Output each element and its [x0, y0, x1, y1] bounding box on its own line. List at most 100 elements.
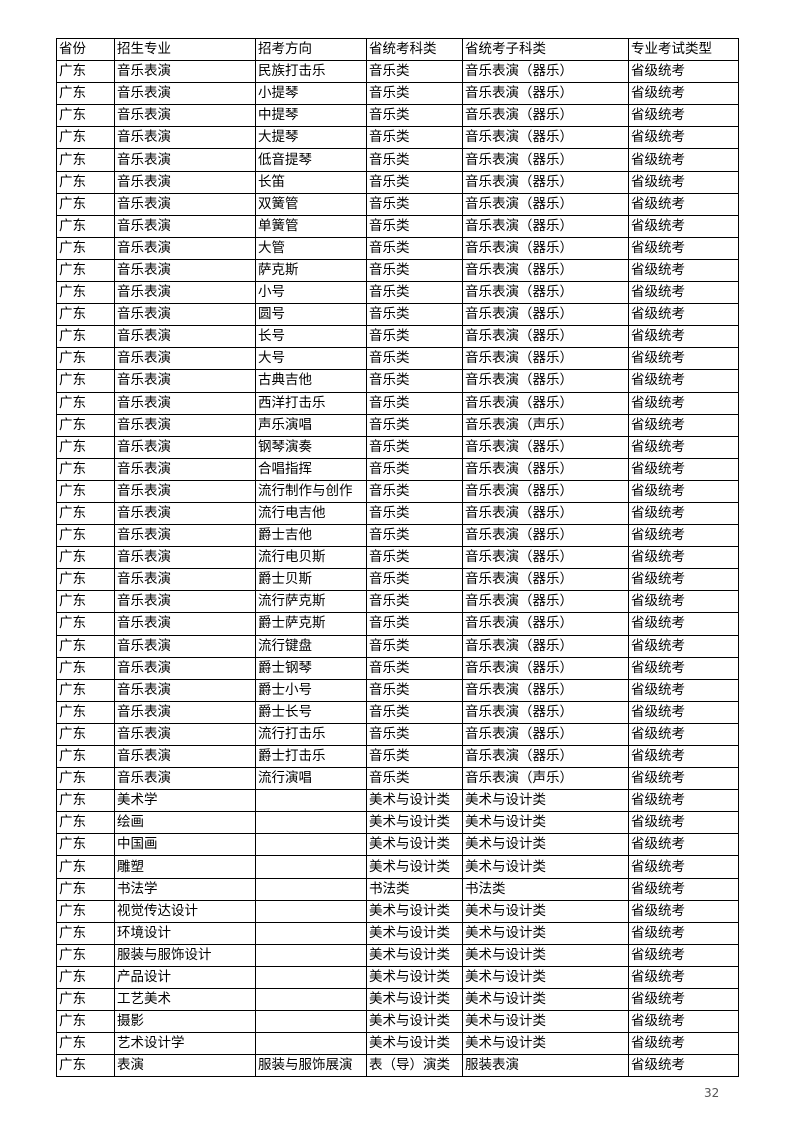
table-cell: 流行打击乐 [255, 722, 367, 747]
table-row: 广东 音乐表演 声乐演唱 音乐类 音乐表演（声乐） 省级统考 [56, 413, 739, 437]
admissions-table: 省份 招生专业 招考方向 省统考科类 省统考子科类 专业考试类型 广东 音乐表演 民族打击乐音… [56, 37, 739, 1078]
table-cell: 省级统考 [628, 811, 739, 835]
table-cell: 音乐表演（器乐） [462, 258, 629, 283]
table-cell: 音乐表演 [114, 192, 256, 216]
table-cell: 美术与设计类 [462, 789, 629, 813]
table-cell: 省级统考 [628, 281, 739, 305]
table-cell: 音乐表演 [114, 214, 256, 238]
table-cell: 音乐类 [366, 60, 463, 84]
table-cell: 音乐表演（器乐） [462, 546, 629, 570]
table-row: 广东 绘画 美术与设计类 美术与设计类 省级统考 [56, 811, 739, 835]
table-cell: 流行萨克斯 [255, 590, 367, 614]
table-cell: 合唱指挥 [255, 457, 367, 481]
table-cell: 美术与设计类 [462, 921, 629, 945]
table-cell: 省级统考 [628, 877, 739, 901]
table-cell: 流行电贝斯 [255, 546, 367, 570]
table-cell: 流行键盘 [255, 634, 367, 658]
table-cell: 广东 [56, 744, 115, 769]
column-header: 招生专业 [114, 37, 256, 62]
table-cell: 广东 [56, 303, 115, 327]
table-cell: 音乐类 [366, 413, 463, 437]
table-cell: 省级统考 [628, 899, 739, 923]
table-cell: 省级统考 [628, 104, 739, 128]
table-cell: 音乐类 [366, 170, 463, 194]
table-cell: 音乐类 [366, 524, 463, 548]
table-cell: 音乐类 [366, 325, 463, 349]
table-cell [255, 789, 367, 813]
table-cell: 音乐表演 [114, 258, 256, 283]
table-cell: 音乐表演 [114, 634, 256, 658]
table-cell: 省级统考 [628, 590, 739, 614]
table-cell: 广东 [56, 722, 115, 747]
table-row: 广东 雕塑 美术与设计类 美术与设计类 省级统考 [56, 855, 739, 879]
table-cell: 美术与设计类 [462, 833, 629, 857]
table-cell: 省级统考 [628, 391, 739, 415]
table-row: 广东 音乐表演 流行萨克斯 音乐类 音乐表演（器乐） 省级统考 [56, 590, 739, 614]
table-cell: 服装与服饰设计 [114, 943, 256, 967]
table-cell: 音乐表演（器乐） [462, 170, 629, 194]
page-number: 32 [704, 1086, 720, 1100]
table-cell: 音乐类 [366, 435, 463, 459]
table-cell: 流行电吉他 [255, 501, 367, 526]
table-row: 广东 音乐表演 流行键盘 音乐类 音乐表演（器乐） 省级统考 [56, 634, 739, 658]
table-cell: 美术与设计类 [366, 811, 463, 835]
table-cell: 广东 [56, 104, 115, 128]
table-cell [255, 855, 367, 879]
table-row: 广东 音乐表演 钢琴演奏 音乐类 音乐表演（器乐） 省级统考 [56, 435, 739, 459]
table-cell: 音乐表演 [114, 236, 256, 260]
table-cell: 省级统考 [628, 988, 739, 1012]
table-cell: 广东 [56, 568, 115, 592]
table-row: 广东 音乐表演 长号 音乐类 音乐表演（器乐） 省级统考 [56, 325, 739, 349]
table-cell: 绘画 [114, 811, 256, 835]
table-cell: 美术与设计类 [462, 1032, 629, 1056]
table-cell: 音乐表演（声乐） [462, 767, 629, 791]
table-cell: 音乐类 [366, 236, 463, 260]
table-cell: 省级统考 [628, 214, 739, 238]
table-header-row: 省份 招生专业 招考方向 省统考科类 省统考子科类 专业考试类型 [56, 37, 739, 62]
table-cell: 音乐表演 [114, 303, 256, 327]
table-cell: 音乐表演 [114, 170, 256, 194]
table-cell: 广东 [56, 236, 115, 260]
table-cell: 音乐表演（器乐） [462, 479, 629, 503]
table-row: 广东 音乐表演 爵士萨克斯 音乐类 音乐表演（器乐） 省级统考 [56, 612, 739, 636]
table-cell: 广东 [56, 413, 115, 437]
table-cell: 音乐表演 [114, 369, 256, 393]
table-row: 广东 音乐表演 低音提琴 音乐类 音乐表演（器乐） 省级统考 [56, 148, 739, 172]
table-cell: 音乐表演（器乐） [462, 722, 629, 747]
table-cell: 音乐类 [366, 590, 463, 614]
table-cell: 省级统考 [628, 855, 739, 879]
table-cell: 广东 [56, 811, 115, 835]
table-cell: 音乐表演（器乐） [462, 192, 629, 216]
table-cell: 省级统考 [628, 369, 739, 393]
table-cell: 音乐表演（器乐） [462, 369, 629, 393]
table-cell: 省级统考 [628, 325, 739, 349]
table-cell: 广东 [56, 258, 115, 283]
table-cell: 广东 [56, 1032, 115, 1056]
table-cell: 表演 [114, 1054, 256, 1078]
table-cell: 音乐表演 [114, 612, 256, 636]
table-cell: 广东 [56, 148, 115, 172]
table-cell [255, 988, 367, 1012]
table-cell: 音乐类 [366, 479, 463, 503]
table-cell: 小提琴 [255, 82, 367, 106]
table-cell: 音乐表演 [114, 281, 256, 305]
table-cell: 音乐类 [366, 148, 463, 172]
table-cell: 省级统考 [628, 479, 739, 503]
table-cell: 省级统考 [628, 501, 739, 526]
table-cell: 音乐类 [366, 347, 463, 371]
table-cell: 音乐类 [366, 369, 463, 393]
table-cell: 长号 [255, 325, 367, 349]
table-row: 广东 音乐表演 萨克斯 音乐类 音乐表演（器乐） 省级统考 [56, 258, 739, 283]
column-header: 专业考试类型 [628, 37, 739, 62]
table-cell: 广东 [56, 1054, 115, 1078]
table-cell: 广东 [56, 590, 115, 614]
table-cell: 美术与设计类 [462, 811, 629, 835]
table-row: 广东 音乐表演 古典吉他 音乐类 音乐表演（器乐） 省级统考 [56, 369, 739, 393]
table-cell: 音乐类 [366, 678, 463, 702]
table-cell: 广东 [56, 789, 115, 813]
table-cell: 中国画 [114, 833, 256, 857]
table-cell: 省级统考 [628, 965, 739, 990]
table-cell: 广东 [56, 767, 115, 791]
table-cell: 音乐表演（器乐） [462, 60, 629, 84]
table-cell: 省级统考 [628, 700, 739, 724]
